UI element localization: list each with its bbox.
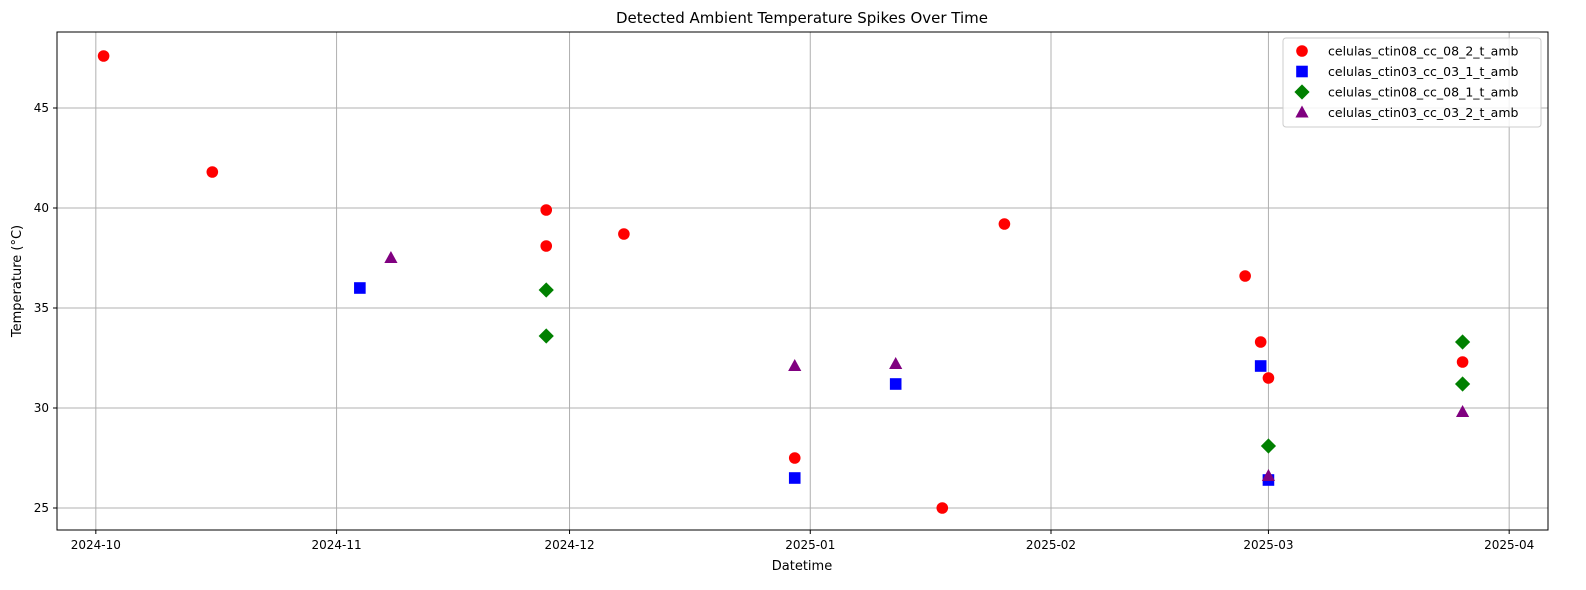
- square-data-point: [354, 282, 366, 294]
- triangle-data-point: [1261, 469, 1276, 481]
- y-tick-label: 35: [34, 301, 49, 315]
- diamond-data-point: [538, 328, 554, 344]
- circle-data-point: [1456, 356, 1469, 368]
- x-axis-title: Datetime: [772, 559, 832, 574]
- data-points: [97, 50, 1471, 514]
- x-tick-label: 2024-12: [544, 538, 594, 552]
- y-tick-label: 30: [34, 401, 49, 415]
- circle-data-point: [788, 452, 801, 464]
- y-axis-title: Temperature (°C): [10, 225, 25, 338]
- circle-data-point: [618, 228, 630, 240]
- y-tick-label: 40: [34, 201, 49, 215]
- plot-area-frame: [56, 31, 1549, 531]
- legend-square-marker: [1296, 65, 1308, 78]
- diamond-data-point: [1454, 334, 1471, 350]
- legend-diamond-marker: [1294, 84, 1310, 100]
- legend-label: celulas_ctin03_cc_03_2_t_amb: [1328, 105, 1519, 120]
- square-data-point: [788, 472, 801, 484]
- circle-data-point: [540, 240, 553, 252]
- y-axis-ticks: 25 30 35 40 45: [34, 101, 57, 515]
- y-tick-label: 25: [34, 501, 49, 515]
- legend-label: celulas_ctin08_cc_08_1_t_amb: [1328, 85, 1519, 100]
- circle-data-point: [1254, 336, 1267, 348]
- triangle-data-point: [889, 357, 903, 369]
- legend-label: celulas_ctin08_cc_08_2_t_amb: [1328, 44, 1519, 59]
- x-tick-label: 2025-04: [1484, 538, 1534, 552]
- y-tick-label: 45: [34, 101, 49, 115]
- series-celulas_ctin03_cc_03_2_t_amb: [384, 251, 1470, 481]
- circle-data-point: [936, 502, 949, 514]
- circle-data-point: [1262, 372, 1275, 384]
- triangle-data-point: [788, 359, 802, 371]
- x-tick-label: 2024-10: [71, 538, 121, 552]
- circle-data-point: [206, 166, 219, 178]
- legend-label: celulas_ctin03_cc_03_1_t_amb: [1328, 64, 1519, 79]
- legend-box: [1282, 37, 1542, 128]
- legend: celulas_ctin08_cc_08_2_t_amb celulas_ctin…: [1282, 37, 1542, 128]
- chart-title: Detected Ambient Temperature Spikes Over…: [616, 9, 988, 27]
- x-axis-ticks: 2024-10 2024-11 2024-12 2025-01 2025-02 2025-…: [71, 530, 1534, 552]
- square-data-point: [889, 378, 902, 390]
- x-tick-label: 2025-03: [1243, 538, 1293, 552]
- series-celulas_ctin08_cc_08_1_t_amb: [538, 282, 1471, 454]
- circle-data-point: [97, 50, 110, 62]
- x-tick-label: 2025-01: [785, 538, 835, 552]
- x-tick-label: 2024-11: [311, 538, 361, 552]
- triangle-data-point: [1455, 405, 1470, 417]
- circle-data-point: [1239, 270, 1251, 282]
- diamond-data-point: [538, 282, 554, 298]
- diamond-data-point: [1454, 376, 1471, 392]
- x-tick-label: 2025-02: [1026, 538, 1076, 552]
- triangle-data-point: [384, 251, 398, 263]
- diamond-data-point: [1260, 438, 1277, 454]
- circle-data-point: [998, 218, 1011, 230]
- series-celulas_ctin08_cc_08_2_t_amb: [97, 50, 1469, 514]
- square-data-point: [1254, 360, 1267, 372]
- legend-circle-marker: [1296, 45, 1308, 57]
- legend-triangle-marker: [1295, 105, 1309, 118]
- circle-data-point: [540, 204, 553, 216]
